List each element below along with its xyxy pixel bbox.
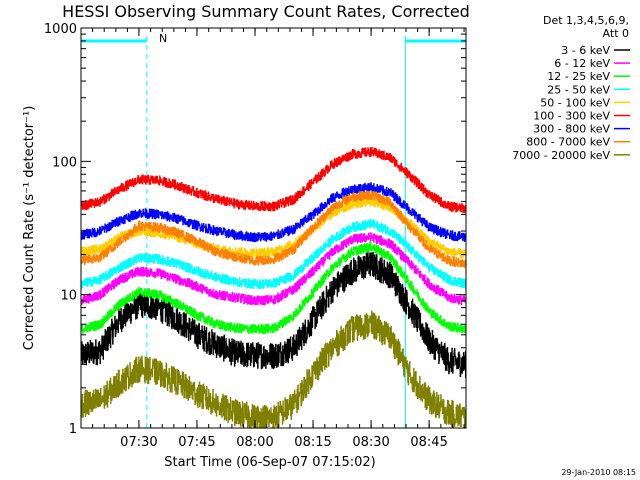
plot-frame: [80, 27, 467, 429]
x-tick-label: 07:45: [178, 435, 215, 450]
legend-label: 7000 - 20000 keV: [512, 149, 610, 162]
legend-label: 50 - 100 keV: [540, 96, 610, 109]
y-tick-label: 100: [52, 155, 77, 170]
series-line: [80, 218, 467, 290]
series-line: [80, 241, 467, 334]
chart-title: HESSI Observing Summary Count Rates, Cor…: [62, 2, 470, 21]
legend-label: 25 - 50 keV: [547, 83, 610, 96]
series-line: [80, 190, 467, 269]
legend-label: 300 - 800 keV: [533, 123, 610, 136]
y-tick-label: 1: [69, 422, 77, 437]
legend-label: 3 - 6 keV: [561, 44, 610, 57]
legend-label: 800 - 7000 keV: [526, 136, 610, 149]
x-axis-title: Start Time (06-Sep-07 07:15:02): [164, 455, 375, 470]
series-line: [80, 196, 467, 259]
series-line: [80, 182, 467, 243]
x-tick-label: 08:00: [236, 435, 273, 450]
x-axis: 07:30 07:45 08:00 08:15 08:30 08:45: [80, 28, 465, 450]
plot-area: [80, 36, 467, 429]
x-tick-label: 08:15: [294, 435, 331, 450]
legend-label: 6 - 12 keV: [554, 57, 610, 70]
x-tick-label: 08:30: [352, 435, 389, 450]
legend-label: 100 - 300 keV: [533, 110, 610, 123]
y-tick-label: 10: [60, 289, 77, 304]
x-tick-label: 08:45: [410, 435, 447, 450]
y-tick-label: 1000: [44, 22, 77, 37]
night-annotation: N: [159, 32, 167, 45]
legend-header-line-2: Att 0: [603, 27, 629, 40]
generation-timestamp: 29-Jan-2010 08:15: [561, 468, 636, 477]
series-lines: [80, 147, 467, 429]
series-line: [80, 310, 467, 429]
legend-header-line-1: Det 1,3,4,5,6,9,: [543, 14, 629, 27]
y-axis-title: Corrected Count Rate (s⁻¹ detector⁻¹): [22, 106, 37, 351]
series-line: [80, 147, 467, 214]
x-tick-label: 07:30: [120, 435, 157, 450]
series-line: [80, 232, 467, 306]
y-axis: 1 10 100 1000: [44, 22, 466, 437]
legend-label: 12 - 25 keV: [547, 70, 610, 83]
